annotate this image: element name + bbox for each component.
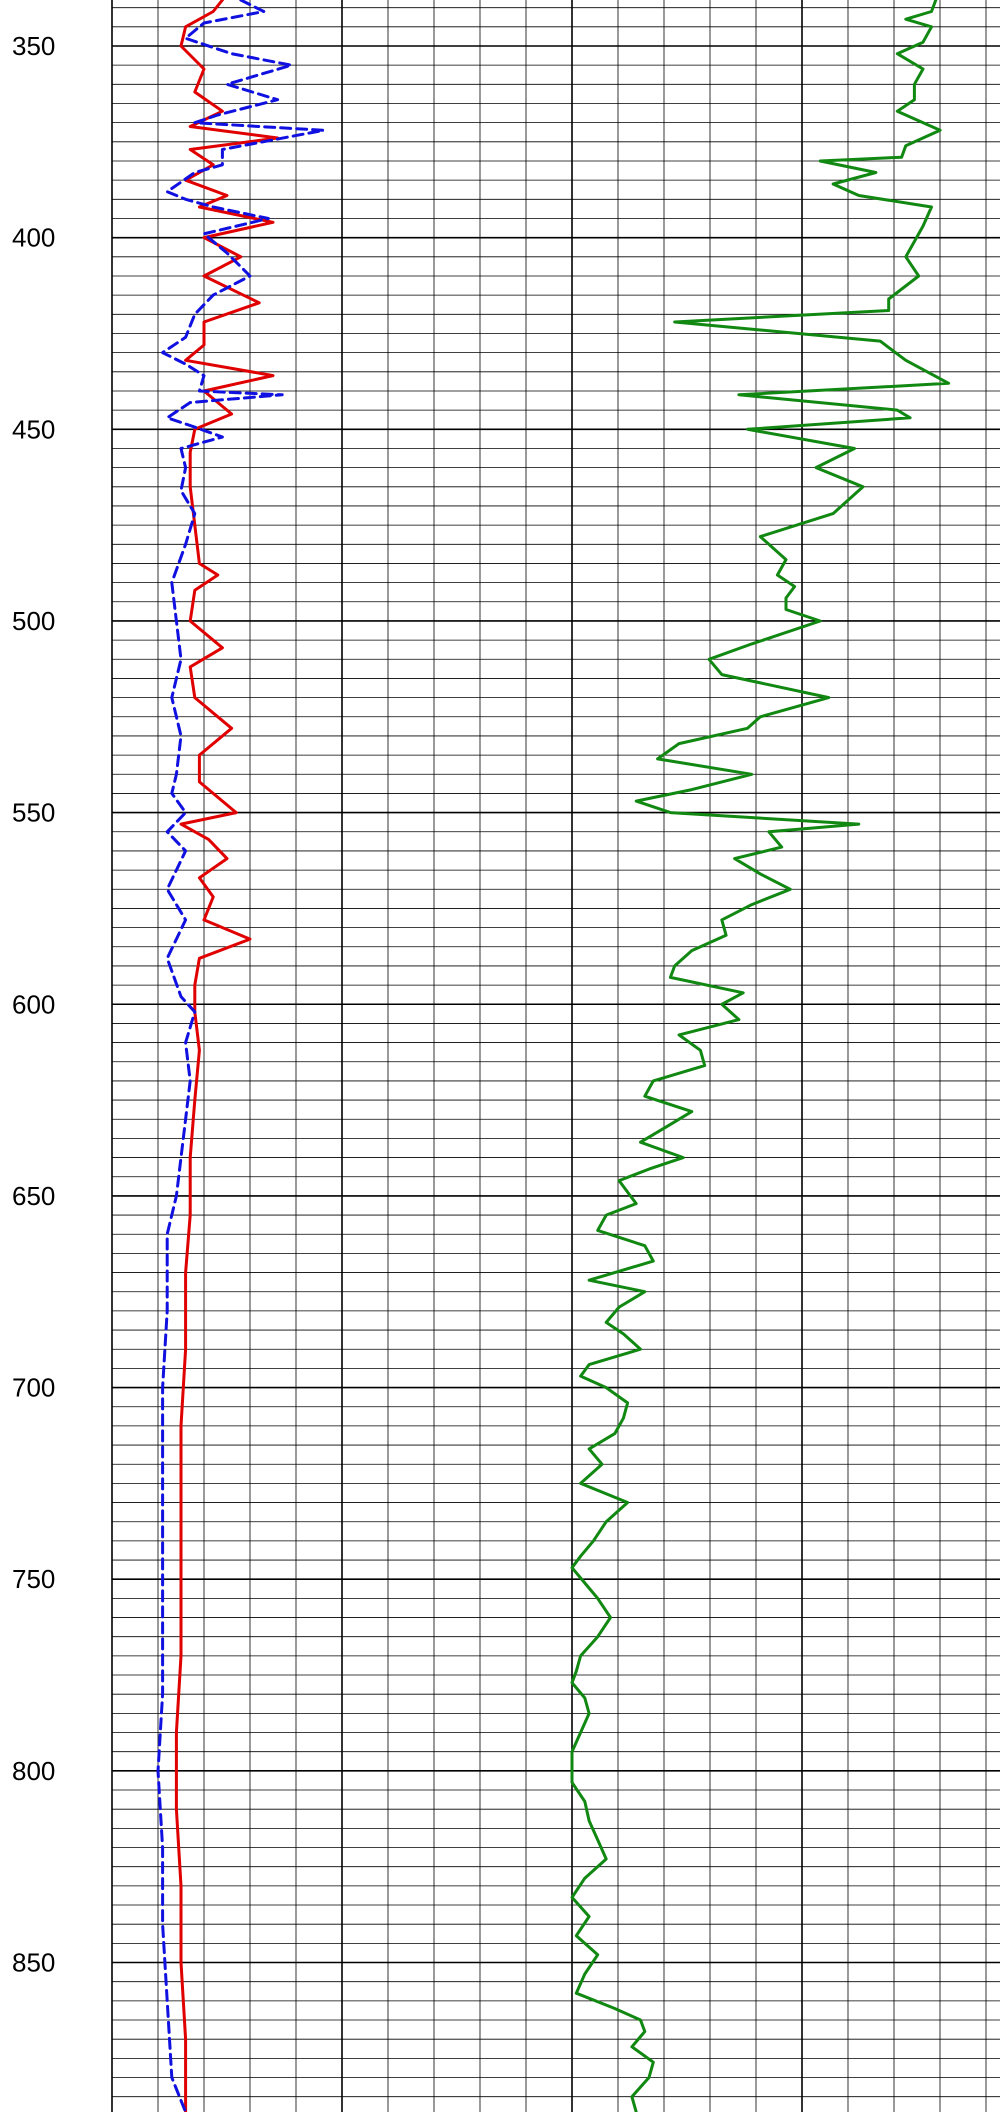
log-curve-3 [570, 0, 951, 2112]
depth-tick-label: 800 [12, 1756, 55, 1786]
depth-tick-label: 850 [12, 1948, 55, 1978]
depth-tick-label: 350 [12, 31, 55, 61]
depth-tick-label: 450 [12, 414, 55, 444]
depth-tick-label: 700 [12, 1373, 55, 1403]
depth-tick-label: 550 [12, 798, 55, 828]
depth-tick-label: 650 [12, 1181, 55, 1211]
depth-tick-label: 400 [12, 223, 55, 253]
log-curves [156, 0, 951, 2112]
depth-tick-label: 750 [12, 1564, 55, 1594]
depth-tick-label: 600 [12, 989, 55, 1019]
depth-axis: 350 400 450 500 550 600 650 700 750 800 850 [12, 31, 55, 1978]
depth-tick-label: 500 [12, 606, 55, 636]
log-curve-2 [156, 0, 326, 2112]
log-curve-1 [174, 0, 280, 2112]
